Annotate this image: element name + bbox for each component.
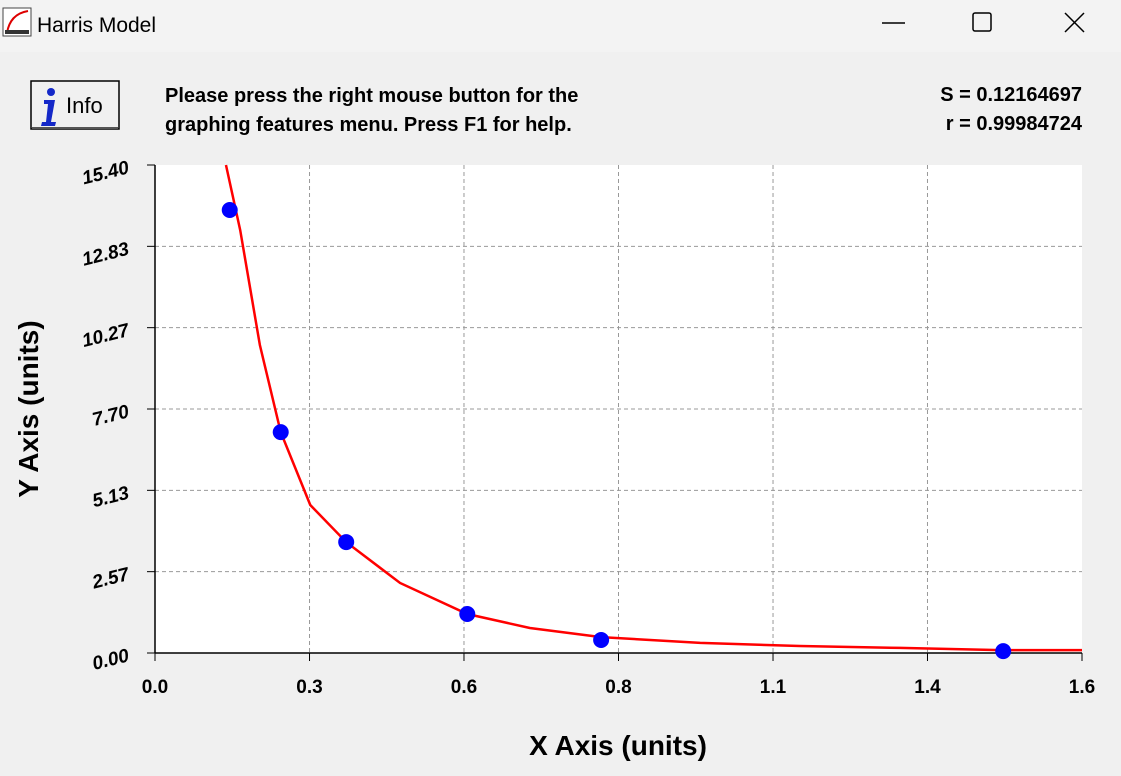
data-point	[593, 632, 610, 649]
message-line: graphing features menu. Press F1 for hel…	[165, 114, 572, 136]
y-tick-label: 12.83	[80, 239, 132, 271]
x-tick-label: 0.6	[451, 677, 477, 698]
x-axis-label: X Axis (units)	[529, 730, 707, 761]
message-line: Please press the right mouse button for …	[165, 85, 578, 107]
window-title: Harris Model	[37, 14, 156, 37]
y-axis-label: Y Axis (units)	[13, 320, 44, 497]
x-tick-label: 1.6	[1069, 677, 1095, 698]
y-tick-label: 5.13	[90, 483, 131, 512]
data-point	[459, 606, 476, 623]
data-point	[221, 201, 238, 218]
data-point	[338, 534, 355, 551]
y-tick-label: 15.40	[80, 157, 132, 189]
x-tick-label: 1.4	[914, 677, 941, 698]
data-point	[272, 424, 289, 441]
data-point	[995, 643, 1012, 660]
maximize-button[interactable]	[972, 12, 992, 32]
y-tick-label: 0.00	[90, 645, 131, 674]
stat: S = 0.12164697	[940, 84, 1082, 106]
close-button[interactable]	[1064, 12, 1085, 33]
y-tick-label: 7.70	[90, 401, 131, 430]
x-tick-label: 0.8	[605, 677, 631, 698]
title-bar	[0, 0, 1121, 52]
x-tick-label: 1.1	[760, 677, 787, 698]
app-icon	[2, 7, 32, 37]
y-tick-label: 10.27	[80, 320, 133, 352]
y-tick-label: 2.57	[89, 564, 132, 594]
x-tick-label: 0.3	[296, 677, 322, 698]
info-button[interactable]: Info	[30, 80, 120, 130]
x-tick-label: 0.0	[142, 677, 168, 698]
info-button-label[interactable]: Info	[66, 93, 103, 118]
stat: r = 0.99984724	[946, 113, 1083, 135]
